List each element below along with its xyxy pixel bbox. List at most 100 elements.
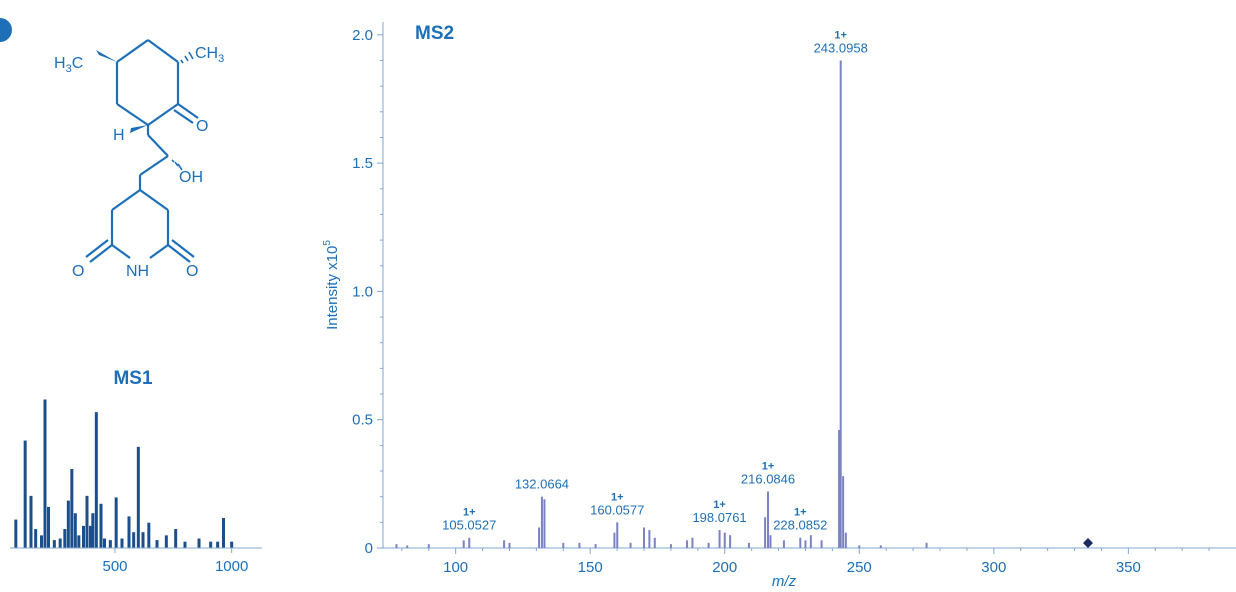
ms1-bar bbox=[132, 532, 136, 548]
ms2-y-tick-label: 0.5 bbox=[352, 412, 373, 429]
ms2-peak bbox=[538, 527, 541, 548]
ms2-peaks bbox=[395, 60, 928, 549]
ms1-bar bbox=[141, 532, 145, 548]
ms2-peak-mz-label: 160.0577 bbox=[590, 502, 644, 517]
ms2-x-label: m/z bbox=[772, 573, 797, 590]
ms2-marker bbox=[1083, 538, 1094, 548]
hash-bonds bbox=[171, 51, 194, 171]
ms2-peak-mz-label: 198.0761 bbox=[692, 510, 746, 525]
ms2-peak bbox=[503, 540, 506, 548]
ms1-bar bbox=[99, 503, 103, 548]
ms2-peak bbox=[729, 535, 732, 548]
ms2-peak bbox=[653, 537, 656, 548]
label-o-left: O bbox=[72, 263, 84, 280]
ms1-bar bbox=[155, 540, 159, 548]
ms2-peak bbox=[718, 530, 721, 548]
ms2-peak bbox=[562, 542, 565, 548]
ms2-peak bbox=[406, 545, 409, 548]
ms2-x-tick-label: 150 bbox=[578, 559, 603, 576]
ms1-bar bbox=[14, 519, 18, 548]
ms2-y-label-text: Intensity x10 bbox=[324, 246, 341, 330]
ms2-peak bbox=[707, 542, 710, 548]
ms1-bar bbox=[94, 412, 98, 548]
ms1-bar bbox=[63, 529, 67, 548]
ms1-bar bbox=[108, 540, 112, 548]
ms1-bar bbox=[29, 495, 33, 548]
ms2-peak bbox=[686, 540, 689, 548]
ms1-bar bbox=[58, 538, 62, 548]
ms2-x-tick-label: 250 bbox=[847, 559, 872, 576]
ms2-x-ticks: 100 150 200 250 300 350 bbox=[401, 548, 1210, 576]
ms2-peak bbox=[648, 530, 651, 548]
ms2-peak bbox=[879, 545, 882, 548]
ms2-peak bbox=[427, 544, 430, 548]
ms2-y-tick-label: 1.5 bbox=[352, 155, 373, 172]
ms2-title: MS2 bbox=[415, 23, 454, 44]
ms2-peak bbox=[925, 542, 928, 548]
ms2-y-tick-label: 0 bbox=[365, 540, 373, 557]
ms2-peak bbox=[643, 527, 646, 548]
ms1-bar bbox=[183, 541, 187, 548]
ms1-bar bbox=[40, 535, 43, 548]
ms2-peak-mz-label: 228.0852 bbox=[773, 518, 827, 533]
ms2-peak bbox=[782, 540, 785, 548]
ms2-peak bbox=[838, 429, 841, 548]
ms1-bar bbox=[230, 541, 234, 548]
wedge-bond-h bbox=[130, 125, 148, 133]
ms2-peak bbox=[669, 544, 672, 548]
ms2-peak-labels: 243.09581+216.08461+228.08521+198.07611+… bbox=[442, 29, 868, 532]
ms2-peak bbox=[769, 535, 772, 548]
ms1-bar bbox=[89, 525, 92, 548]
ms2-peak bbox=[578, 542, 581, 548]
ms2-peak bbox=[839, 60, 842, 549]
ms2-peak bbox=[723, 532, 726, 548]
ms2-x-tick-label: 100 bbox=[443, 559, 468, 576]
label-h: H bbox=[113, 127, 125, 144]
ms2-peak bbox=[804, 540, 807, 548]
ms1-bar bbox=[209, 541, 213, 548]
ms1-bar bbox=[136, 446, 140, 548]
ms1-bar bbox=[77, 535, 81, 548]
ms1-bar bbox=[174, 529, 178, 548]
ms2-peak bbox=[799, 537, 802, 548]
ms1-bar bbox=[197, 538, 201, 548]
ms1-bar bbox=[70, 469, 74, 548]
ms2-peak bbox=[613, 532, 616, 548]
ms2-peak bbox=[508, 542, 511, 548]
ms2-peak bbox=[594, 544, 597, 548]
ms2-peak bbox=[691, 537, 694, 548]
ms1-bar bbox=[73, 513, 77, 548]
ms1-bar bbox=[52, 540, 56, 548]
ms2-peak-charge-label: 1+ bbox=[713, 499, 726, 511]
ms2-x-tick-label: 300 bbox=[981, 559, 1006, 576]
ms2-peak-mz-label: 132.0664 bbox=[515, 477, 569, 492]
ms2-y-label-sup: 5 bbox=[322, 240, 333, 246]
ms1-tick-label: 500 bbox=[102, 558, 127, 575]
ms1-x-ticks: 500 1000 bbox=[102, 548, 248, 575]
label-h3c: H3C bbox=[54, 55, 83, 75]
panel-marker bbox=[0, 18, 12, 42]
wedge-bond-methyl bbox=[96, 50, 117, 62]
ms2-y-tick-label: 1.0 bbox=[352, 283, 373, 300]
ms1-tick-label: 1000 bbox=[215, 558, 248, 575]
ms2-peak-charge-label: 1+ bbox=[611, 491, 624, 503]
ms1-bar bbox=[34, 529, 38, 548]
ms2-peak bbox=[747, 542, 750, 548]
ms1-title: MS1 bbox=[113, 368, 153, 389]
ms1-bar bbox=[85, 495, 89, 548]
label-ch3: CH3 bbox=[195, 45, 224, 65]
ms1-bar bbox=[91, 513, 95, 548]
ms1-bar bbox=[120, 538, 124, 548]
ms1-bar bbox=[114, 497, 118, 548]
ms2-peak bbox=[462, 540, 465, 548]
ms1-bar bbox=[103, 538, 106, 548]
ms2-x-tick-label: 350 bbox=[1116, 559, 1141, 576]
ms1-bars bbox=[14, 399, 234, 548]
ms1-bar bbox=[47, 506, 50, 548]
ms2-peak bbox=[809, 535, 812, 548]
ms2-peak bbox=[395, 544, 398, 548]
ms1-bar bbox=[222, 517, 225, 548]
